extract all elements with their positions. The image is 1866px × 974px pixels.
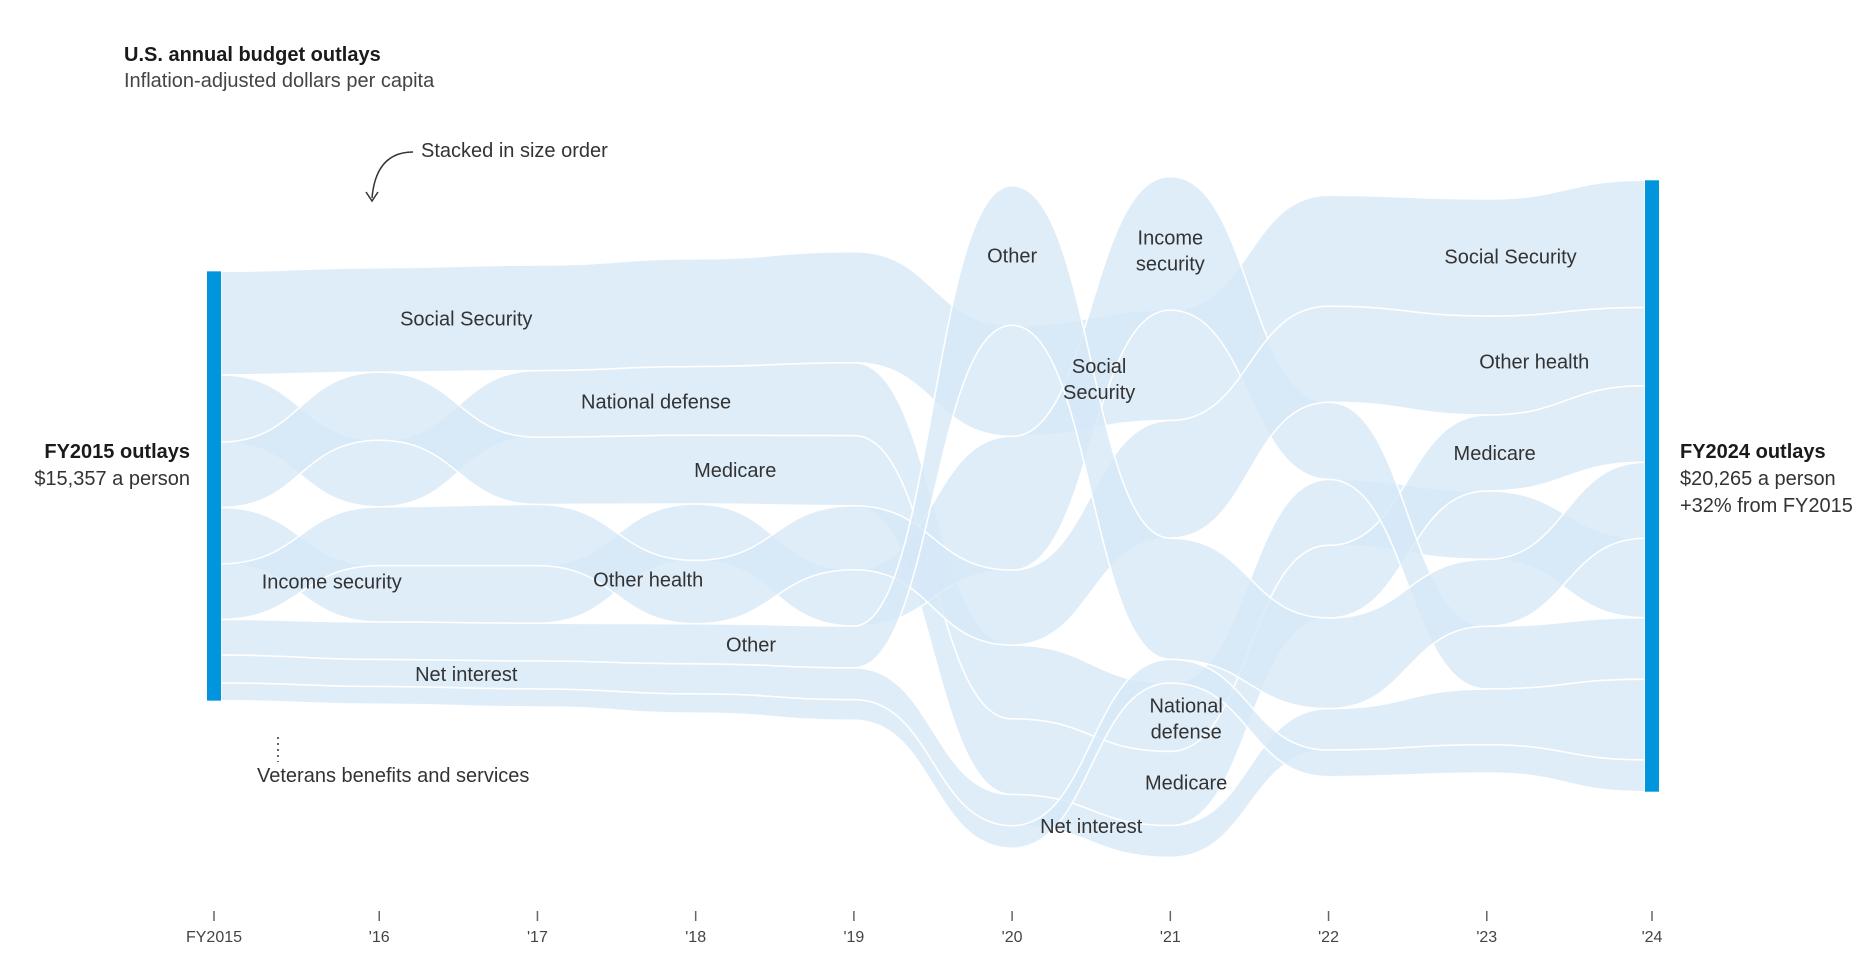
series-label: Social Security: [1444, 247, 1576, 269]
series-label: Net interest: [1040, 816, 1143, 838]
flows-group: [220, 175, 1646, 859]
series-label: Other health: [1479, 351, 1589, 373]
fy2015-per-person: $15,357 a person: [34, 468, 190, 490]
fy2024-change: +32% from FY2015: [1680, 495, 1853, 517]
series-label: National defense: [581, 391, 731, 413]
fy2024-total-bar: [1645, 180, 1659, 792]
series-label: Medicare: [1454, 443, 1536, 465]
series-label: Other: [987, 246, 1037, 268]
x-tick-label: FY2015: [186, 929, 242, 946]
fy2015-summary: FY2015 outlays $15,357 a person: [34, 439, 190, 493]
series-label: Net interest: [415, 664, 518, 686]
chart-title: U.S. annual budget outlays: [124, 44, 381, 66]
x-tick-label: '22: [1318, 929, 1339, 946]
annotation-marks: [277, 151, 414, 762]
series-label: Social Security: [400, 309, 532, 331]
series-label: National defense: [1149, 696, 1222, 744]
fy2015-total-bar: [207, 271, 221, 701]
series-label: Income security: [1136, 227, 1205, 275]
series-label: Other: [726, 635, 776, 657]
series-labels-group: Social Security National defense Medicare I…: [262, 227, 1590, 837]
stacked-note-arrowhead: [365, 191, 379, 203]
fy2024-summary: FY2024 outlays $20,265 a person +32% fro…: [1680, 439, 1853, 520]
fy2024-per-person: $20,265 a person: [1680, 468, 1836, 490]
x-tick-label: '18: [685, 929, 706, 946]
x-tick-label: '17: [527, 929, 548, 946]
series-label: Income security: [262, 571, 402, 593]
x-tick-label: '24: [1642, 929, 1663, 946]
series-label: Medicare: [694, 460, 776, 482]
x-tick-label: '20: [1002, 929, 1023, 946]
series-label: Other health: [593, 570, 703, 592]
series-label: Social Security: [1063, 356, 1135, 404]
veterans-note: Veterans benefits and services: [257, 765, 530, 787]
series-label: Medicare: [1145, 773, 1227, 795]
x-tick-label: '16: [369, 929, 390, 946]
stacked-note-arrow: [371, 151, 414, 199]
stacked-note: Stacked in size order: [421, 140, 608, 162]
fy2015-heading: FY2015 outlays: [44, 441, 190, 463]
chart-subtitle: Inflation-adjusted dollars per capita: [124, 70, 435, 92]
x-tick-label: '23: [1476, 929, 1497, 946]
x-tick-label: '19: [843, 929, 864, 946]
axis-bars-group: [207, 180, 1659, 792]
x-axis: FY2015 '16 '17 '18 '19 '20 '21 '22 '23 '24: [186, 911, 1663, 946]
x-tick-label: '21: [1160, 929, 1181, 946]
fy2024-heading: FY2024 outlays: [1680, 441, 1826, 463]
